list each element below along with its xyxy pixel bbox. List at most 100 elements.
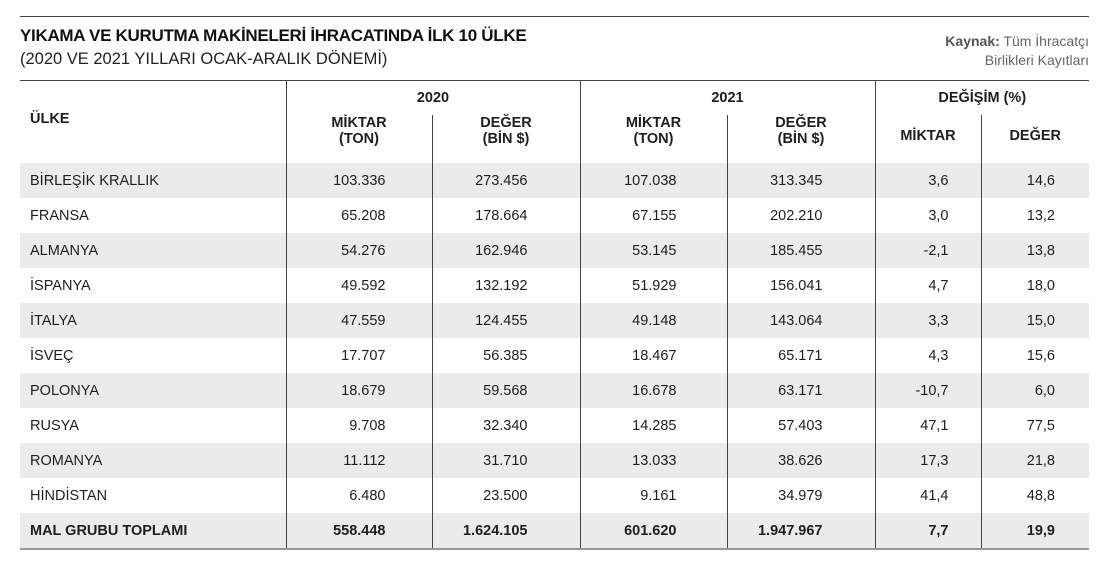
table-row: ROMANYA 11.112 31.710 13.033 38.626 17,3 21,8	[20, 443, 1089, 478]
cell-miktar-2021: 9.161	[579, 478, 727, 513]
header-change: DEĞİŞİM (%)	[874, 80, 1089, 115]
cell-country: POLONYA	[20, 373, 286, 408]
cell-deger-2021: 1.947.967	[726, 513, 875, 550]
table-row: İSPANYA 49.592 132.192 51.929 156.041 4,7 18,0	[20, 268, 1089, 303]
header-deger-change: DEĞER	[980, 115, 1089, 163]
table-row: ALMANYA 54.276 162.946 53.145 185.455 -2,1 13,…	[20, 233, 1089, 268]
cell-miktar-2020: 6.480	[285, 478, 432, 513]
cell-miktar-2021: 16.678	[579, 373, 727, 408]
chart-title: YIKAMA VE KURUTMA MAKİNELERİ İHRACATINDA…	[20, 26, 527, 45]
header-miktar-change: MİKTAR	[874, 115, 981, 163]
cell-miktar-2020: 54.276	[285, 233, 432, 268]
cell-country: RUSYA	[30, 417, 79, 434]
cell-deger-change: 6,0	[980, 373, 1089, 408]
cell-miktar-change: -10,7	[874, 373, 981, 408]
cell-deger-change: 18,0	[980, 268, 1089, 303]
source-line2: Birlikleri Kayıtları	[984, 52, 1089, 68]
cell-miktar-2020: 65.208	[285, 198, 432, 233]
table-row: FRANSA 65.208 178.664 67.155 202.210 3,0 13,2	[20, 198, 1089, 233]
header-deger-2021: DEĞER (BİN $)	[726, 115, 875, 163]
cell-deger-change: 48,8	[980, 478, 1089, 513]
header-country: ÜLKE	[20, 80, 286, 163]
cell-miktar-2020: 558.448	[285, 513, 432, 550]
cell-miktar-2020: 17.707	[285, 338, 432, 373]
cell-deger-change: 13,8	[980, 233, 1089, 268]
cell-deger-2021: 65.171	[726, 338, 875, 373]
cell-deger-2020: 56.385	[431, 338, 580, 373]
cell-country: İSVEÇ	[30, 347, 74, 364]
cell-deger-2020: 124.455	[431, 303, 580, 338]
cell-miktar-2020: 103.336	[285, 163, 432, 198]
cell-miktar-2020: 47.559	[285, 303, 432, 338]
cell-miktar-2021: 67.155	[579, 198, 727, 233]
cell-miktar-2021: 107.038	[579, 163, 727, 198]
table-row: POLONYA 18.679 59.568 16.678 63.171 -10,7 6,0	[20, 373, 1089, 408]
cell-miktar-change: 7,7	[874, 513, 981, 550]
cell-miktar-change: 4,3	[874, 338, 981, 373]
cell-country: ALMANYA	[20, 233, 286, 268]
cell-miktar-change: 3,6	[874, 163, 981, 198]
cell-country: MAL GRUBU TOPLAMI	[20, 513, 286, 550]
cell-deger-2021: 202.210	[726, 198, 875, 233]
cell-deger-2020: 1.624.105	[431, 513, 580, 550]
cell-miktar-2021: 601.620	[579, 513, 727, 550]
cell-miktar-2020: 18.679	[285, 373, 432, 408]
cell-miktar-change: -2,1	[874, 233, 981, 268]
cell-miktar-change: 4,7	[874, 268, 981, 303]
cell-deger-2021: 185.455	[726, 233, 875, 268]
cell-deger-2021: 313.345	[726, 163, 875, 198]
source-line1: Tüm İhracatçı	[1003, 33, 1089, 49]
table-row: İTALYA 47.559 124.455 49.148 143.064 3,3 15,0	[20, 303, 1089, 338]
cell-deger-2021: 156.041	[726, 268, 875, 303]
header-year-2020: 2020	[285, 80, 580, 115]
cell-deger-change: 15,0	[980, 303, 1089, 338]
cell-country: İSPANYA	[30, 277, 91, 294]
table-row: HİNDİSTAN 6.480 23.500 9.161 34.979 41,4 48,8	[20, 478, 1089, 513]
chart-subtitle: (2020 VE 2021 YILLARI OCAK-ARALIK DÖNEMİ…	[20, 50, 388, 68]
cell-deger-2021: 143.064	[726, 303, 875, 338]
cell-deger-2020: 178.664	[431, 198, 580, 233]
cell-deger-change: 21,8	[980, 443, 1089, 478]
export-table: ÜLKE 2020 2021 DEĞİŞİM (%) MİKTAR (TON) D…	[20, 80, 1089, 550]
cell-country: HİNDİSTAN	[30, 487, 108, 504]
cell-deger-2021: 57.403	[726, 408, 875, 443]
cell-miktar-change: 3,0	[874, 198, 981, 233]
cell-miktar-2020: 11.112	[285, 443, 432, 478]
header-year-2021: 2021	[579, 80, 875, 115]
header-miktar-2020: MİKTAR (TON)	[285, 115, 432, 163]
cell-deger-2020: 59.568	[431, 373, 580, 408]
cell-country: İTALYA	[20, 303, 286, 338]
cell-deger-2020: 31.710	[431, 443, 580, 478]
cell-deger-change: 15,6	[980, 338, 1089, 373]
cell-deger-2020: 132.192	[431, 268, 580, 303]
cell-deger-2020: 32.340	[431, 408, 580, 443]
header-deger-2020: DEĞER (BİN $)	[431, 115, 580, 163]
cell-miktar-change: 47,1	[874, 408, 981, 443]
cell-deger-2020: 162.946	[431, 233, 580, 268]
cell-miktar-2020: 49.592	[285, 268, 432, 303]
cell-deger-2020: 23.500	[431, 478, 580, 513]
table-row: RUSYA 9.708 32.340 14.285 57.403 47,1 77,5	[20, 408, 1089, 443]
cell-country: BİRLEŞİK KRALLIK	[20, 163, 286, 198]
cell-deger-change: 19,9	[980, 513, 1089, 550]
table-row: İSVEÇ 17.707 56.385 18.467 65.171 4,3 15,6	[20, 338, 1089, 373]
source-note: Kaynak: Tüm İhracatçı Birlikleri Kayıtla…	[945, 32, 1089, 70]
cell-deger-change: 77,5	[980, 408, 1089, 443]
top-rule	[20, 16, 1089, 17]
cell-miktar-change: 17,3	[874, 443, 981, 478]
table-row: BİRLEŞİK KRALLIK 103.336 273.456 107.038 313…	[20, 163, 1089, 198]
total-row: MAL GRUBU TOPLAMI 558.448 1.624.105 601.620…	[20, 513, 1089, 550]
cell-deger-2020: 273.456	[431, 163, 580, 198]
cell-miktar-2020: 9.708	[285, 408, 432, 443]
cell-deger-2021: 38.626	[726, 443, 875, 478]
cell-miktar-change: 41,4	[874, 478, 981, 513]
cell-country: ROMANYA	[20, 443, 286, 478]
cell-deger-2021: 63.171	[726, 373, 875, 408]
cell-deger-change: 13,2	[980, 198, 1089, 233]
cell-miktar-2021: 18.467	[579, 338, 727, 373]
cell-deger-change: 14,6	[980, 163, 1089, 198]
cell-miktar-2021: 51.929	[579, 268, 727, 303]
cell-country: FRANSA	[30, 207, 89, 224]
cell-deger-2021: 34.979	[726, 478, 875, 513]
cell-miktar-change: 3,3	[874, 303, 981, 338]
